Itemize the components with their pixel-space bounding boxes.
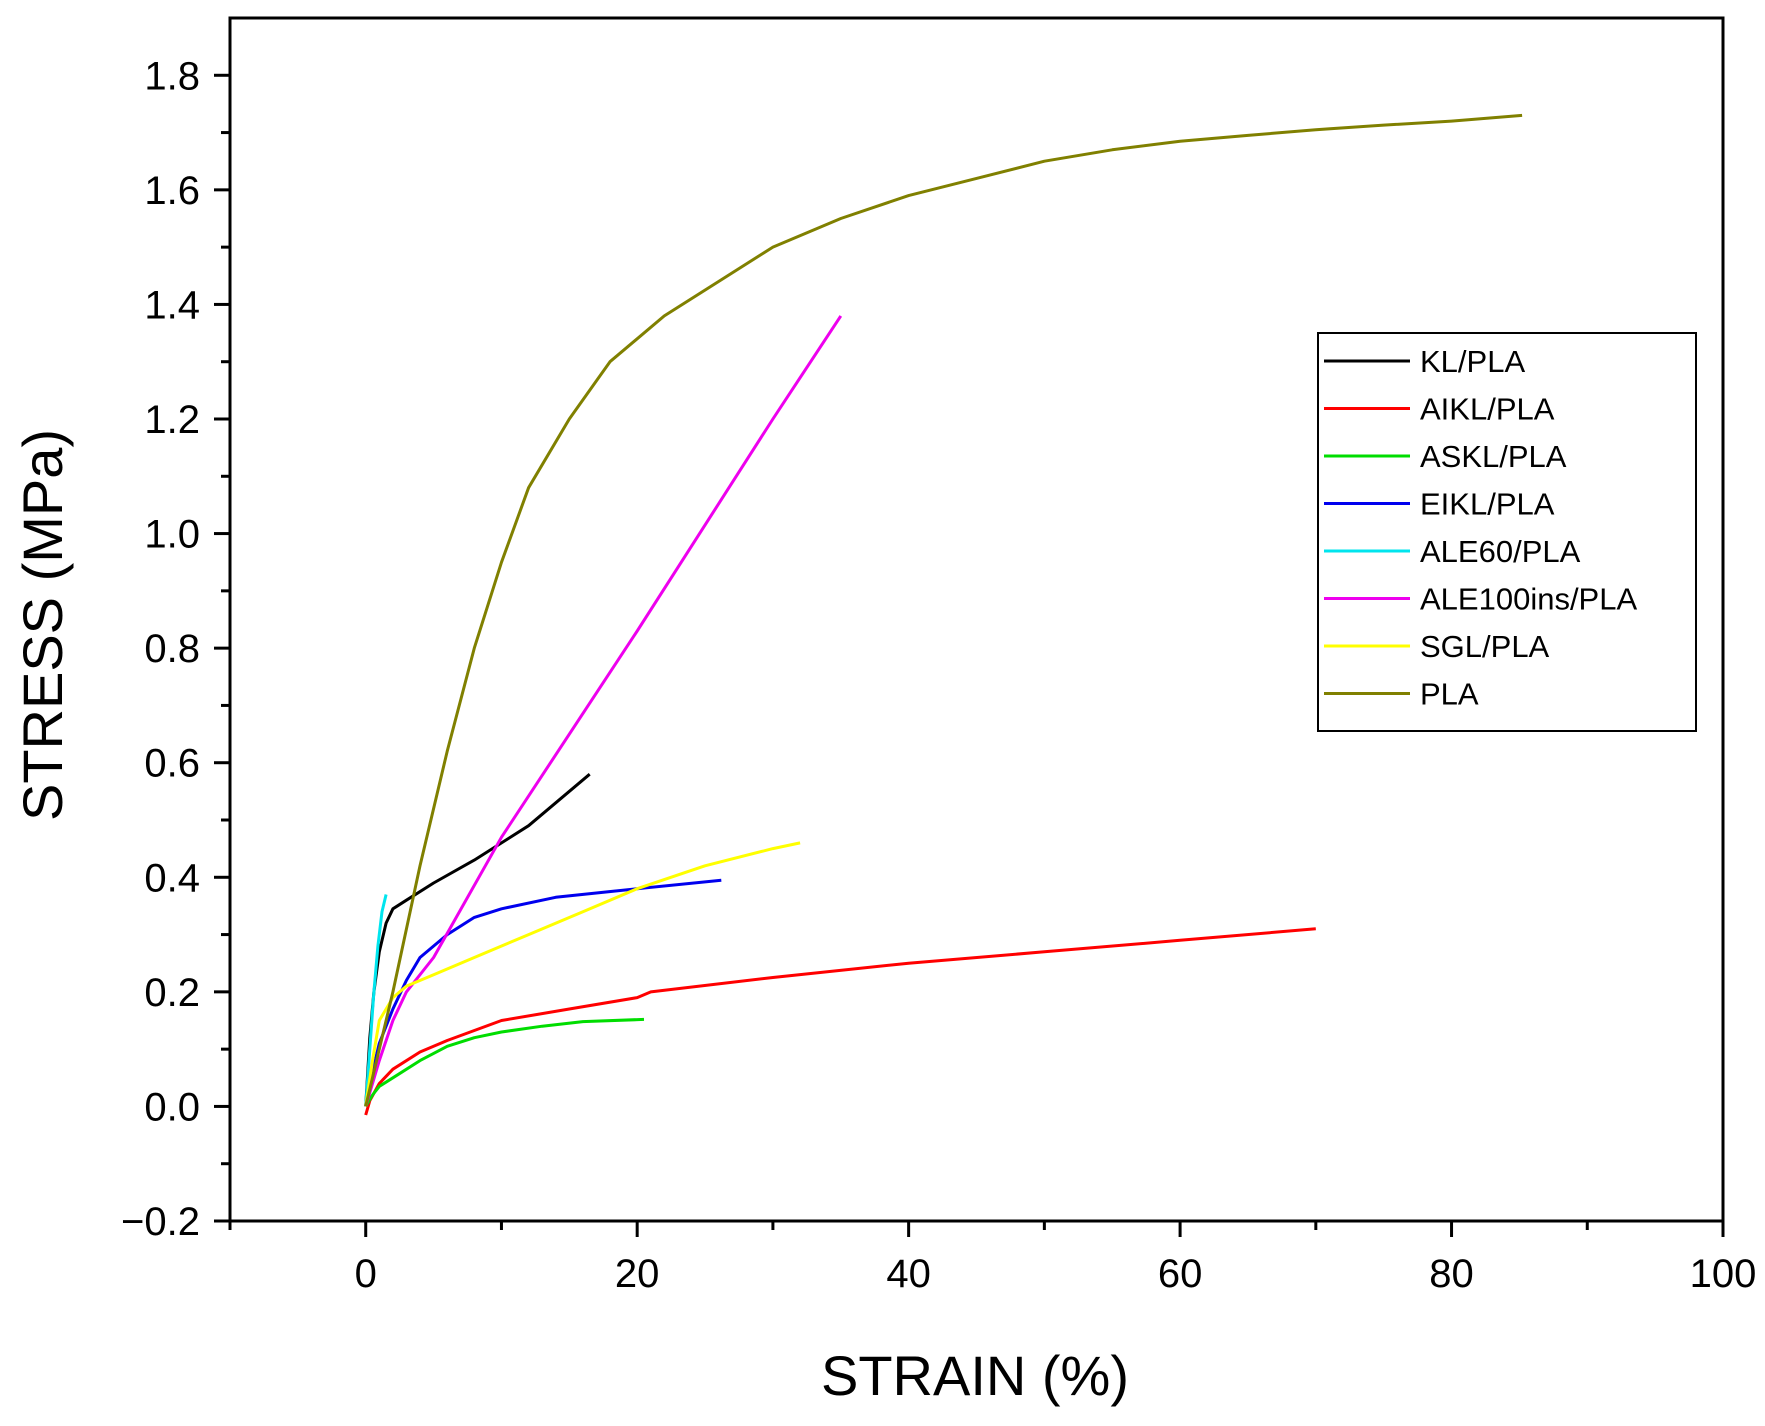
y-tick-label: 0.4 (144, 856, 200, 900)
y-tick-label: 0.0 (144, 1085, 200, 1129)
legend-label: KL/PLA (1420, 344, 1525, 379)
y-tick-label: 1.8 (144, 54, 200, 98)
series-line-ale100ins-pla (364, 315, 843, 1107)
legend: KL/PLA AIKL/PLA ASKL/PLA EIKL/PLA ALE60/PLA A… (1317, 332, 1697, 732)
series-line-ale60-pla (364, 894, 388, 1107)
y-tick-label: −0.2 (121, 1200, 200, 1244)
x-tick-label: 60 (1158, 1252, 1203, 1296)
y-tick-label: 1.2 (144, 398, 200, 442)
series-line-aikl-pla (364, 927, 1316, 1116)
y-tick-label: 1.6 (144, 169, 200, 213)
legend-label: ALE100ins/PLA (1420, 582, 1637, 617)
x-tick-label: 20 (615, 1252, 660, 1296)
legend-label: PLA (1420, 677, 1479, 712)
y-tick-label: 0.6 (144, 742, 200, 786)
data-series (364, 113, 1523, 1116)
series-line-eikl-pla (364, 878, 722, 1107)
plot-frame (228, 16, 1725, 1223)
series-line-askl-pla (364, 1017, 645, 1108)
x-tick-label: 80 (1429, 1252, 1474, 1296)
y-tick-label: 1.4 (144, 283, 200, 327)
legend-label: AIKL/PLA (1420, 392, 1555, 427)
legend-label: ASKL/PLA (1420, 439, 1567, 474)
legend-label: EIKL/PLA (1420, 487, 1555, 522)
legend-box (1317, 332, 1697, 732)
y-tick-label: 1.0 (144, 513, 200, 557)
x-tick-label: 100 (1690, 1252, 1757, 1296)
series-line-sgl-pla (364, 841, 801, 1107)
x-axis-title: STRAIN (%) (821, 1344, 1129, 1407)
x-tick-label: 40 (886, 1252, 931, 1296)
series-line-kl-pla (364, 773, 591, 1107)
y-axis-title: STRESS (MPa) (11, 429, 74, 821)
series-line-pla (364, 113, 1523, 1107)
y-tick-label: 0.2 (144, 971, 200, 1015)
axes: 0 20 40 60 80 100 −0.2 0.0 0.2 0.4 0.6 0.8 1.0 1.2 1.4… (121, 16, 1757, 1296)
x-tick-label: 0 (355, 1252, 377, 1296)
y-tick-label: 0.8 (144, 627, 200, 671)
legend-label: SGL/PLA (1420, 629, 1550, 664)
legend-label: ALE60/PLA (1420, 534, 1581, 569)
